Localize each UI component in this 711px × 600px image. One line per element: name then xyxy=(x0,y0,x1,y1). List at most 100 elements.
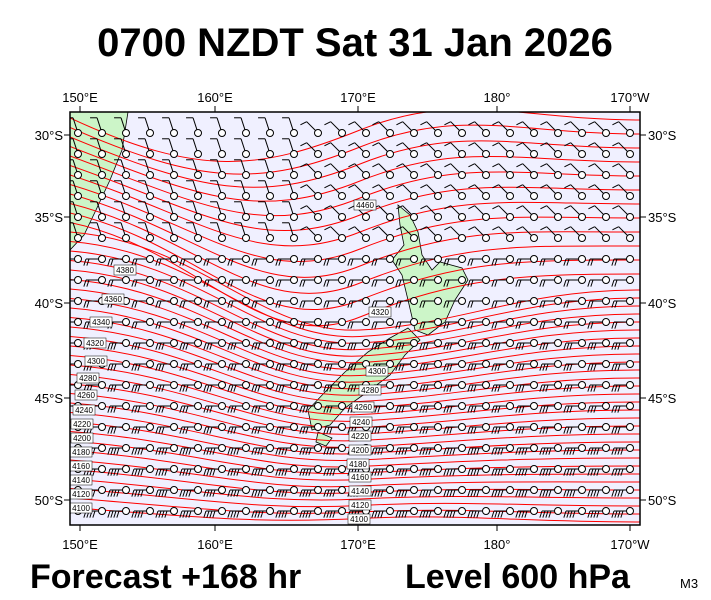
station xyxy=(626,276,634,284)
barb-feather xyxy=(470,363,474,371)
station xyxy=(506,486,514,494)
station xyxy=(386,234,394,242)
barb-feather xyxy=(350,321,354,329)
barb-feather xyxy=(113,489,117,497)
barb-feather xyxy=(324,121,331,126)
station xyxy=(242,234,250,242)
station xyxy=(218,360,226,368)
barb-feather xyxy=(110,468,114,476)
station xyxy=(242,486,250,494)
barb-feather xyxy=(323,447,327,455)
barb-feather xyxy=(401,468,405,476)
station xyxy=(410,339,418,347)
station xyxy=(314,360,322,368)
station xyxy=(578,150,586,158)
barb-feather xyxy=(515,300,519,308)
station xyxy=(554,423,562,431)
barb-feather xyxy=(233,363,237,371)
barb-feather xyxy=(566,489,570,497)
barb-feather xyxy=(155,384,159,392)
barb-feather xyxy=(107,426,111,434)
barb-feather xyxy=(206,363,210,371)
station xyxy=(170,381,178,389)
station xyxy=(626,381,634,389)
barb-feather xyxy=(611,258,615,266)
barb-feather xyxy=(617,489,621,497)
station xyxy=(98,507,106,515)
station xyxy=(554,171,562,179)
station xyxy=(266,150,274,158)
station xyxy=(98,465,106,473)
contour-label-box xyxy=(113,264,137,276)
station xyxy=(362,129,370,137)
station xyxy=(74,360,82,368)
barb-feather xyxy=(404,489,408,497)
barb-feather xyxy=(491,489,495,497)
barb-feather xyxy=(590,426,594,434)
contour-label-box xyxy=(346,458,370,470)
barb-feather xyxy=(449,468,453,476)
barb-feather xyxy=(350,384,354,392)
station xyxy=(98,213,106,221)
barb-feather xyxy=(425,468,429,476)
barb-feather xyxy=(257,426,261,434)
barb-feather xyxy=(179,300,183,308)
barb-feather xyxy=(587,300,591,308)
station xyxy=(338,171,346,179)
barb-feather xyxy=(566,300,570,308)
station xyxy=(98,381,106,389)
barb-feather xyxy=(227,342,231,350)
contour-label-box xyxy=(101,293,125,305)
barb-feather xyxy=(206,447,210,455)
barb-feather xyxy=(612,163,619,168)
station xyxy=(314,150,322,158)
barb-feather xyxy=(300,226,307,231)
barb-feather xyxy=(491,279,495,287)
barb-feather xyxy=(326,321,330,329)
barb-feather xyxy=(372,226,379,231)
barb-feather xyxy=(614,258,618,266)
barb-feather xyxy=(284,489,288,497)
barb-feather xyxy=(497,426,501,434)
barb-feather xyxy=(206,468,210,476)
barb-feather xyxy=(590,405,594,413)
barb-feather xyxy=(324,205,331,210)
barb-feather xyxy=(374,258,378,266)
barb-feather xyxy=(548,468,552,476)
barb-feather xyxy=(299,363,303,371)
barb-feather xyxy=(137,363,141,371)
barb-feather xyxy=(302,279,306,287)
barb-feather xyxy=(611,300,615,308)
barb-feather xyxy=(473,447,477,455)
barb-feather xyxy=(497,342,501,350)
barb-feather xyxy=(593,468,597,476)
barb-feather xyxy=(587,258,591,266)
contour-label: 4200 xyxy=(73,434,91,443)
station xyxy=(122,486,130,494)
barb-feather xyxy=(611,468,615,476)
station xyxy=(146,255,154,263)
barb-feather xyxy=(540,205,547,210)
barb-feather xyxy=(251,447,255,455)
barb-feather xyxy=(275,363,279,371)
barb-feather xyxy=(539,258,543,266)
barb-feather xyxy=(545,363,549,371)
barb-feather xyxy=(371,342,375,350)
barb-feather xyxy=(227,321,231,329)
barb-feather xyxy=(588,205,595,210)
station xyxy=(314,318,322,326)
barb-feather xyxy=(236,489,240,497)
barb-feather xyxy=(116,447,120,455)
barb-feather xyxy=(86,300,90,308)
barb-feather xyxy=(254,426,258,434)
station xyxy=(530,171,538,179)
barb-feather xyxy=(326,447,330,455)
barb-feather xyxy=(185,342,189,350)
barb-feather xyxy=(284,468,288,476)
barb-feather xyxy=(374,489,378,497)
barb-feather xyxy=(395,363,399,371)
barb-feather xyxy=(446,468,450,476)
barb-feather xyxy=(92,510,96,518)
contour-label: 4280 xyxy=(79,374,97,383)
station xyxy=(290,234,298,242)
